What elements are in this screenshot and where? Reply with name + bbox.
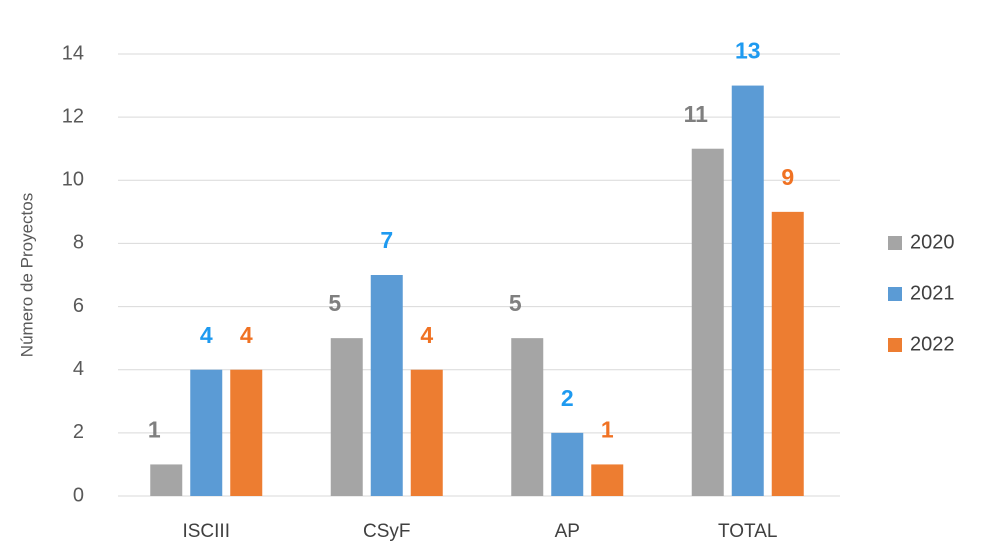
x-tick-label: TOTAL: [718, 521, 777, 542]
y-tick-label: 6: [73, 295, 84, 317]
data-label: 13: [735, 38, 761, 64]
legend-label: 2022: [910, 333, 955, 355]
data-label: 5: [328, 290, 341, 316]
legend-swatch: [888, 338, 902, 352]
y-tick-label: 4: [73, 358, 84, 380]
y-tick-label: 2: [73, 421, 84, 443]
y-tick-label: 10: [62, 169, 84, 191]
bar: [370, 275, 403, 496]
y-axis-title: Número de Proyectos: [17, 193, 36, 357]
data-label: 1: [148, 417, 161, 443]
data-label: 7: [380, 227, 393, 253]
x-tick-label: ISCIII: [182, 521, 230, 542]
x-tick-label: AP: [555, 521, 580, 542]
bar: [190, 369, 223, 496]
data-label: 4: [420, 322, 433, 348]
y-tick-label: 14: [62, 42, 84, 64]
data-label: 9: [781, 164, 794, 190]
data-label: 4: [240, 322, 253, 348]
data-label: 11: [684, 101, 709, 127]
legend-swatch: [888, 236, 902, 250]
y-tick-label: 8: [73, 232, 84, 254]
bar: [230, 369, 263, 496]
bar: [410, 369, 443, 496]
bar: [150, 464, 183, 496]
legend-label: 2020: [910, 231, 955, 253]
bar: [691, 148, 724, 496]
data-label: 5: [509, 290, 522, 316]
bar: [511, 338, 544, 496]
bar: [551, 432, 584, 496]
data-label: 1: [601, 417, 614, 443]
legend-label: 2021: [910, 282, 955, 304]
x-tick-label: CSyF: [363, 521, 411, 542]
data-label: 2: [561, 385, 574, 411]
bar: [731, 85, 764, 497]
y-tick-label: 0: [73, 484, 84, 506]
legend-swatch: [888, 287, 902, 301]
y-tick-label: 12: [62, 105, 84, 127]
bar: [771, 211, 804, 496]
bar: [330, 338, 363, 496]
data-label: 4: [200, 322, 213, 348]
bar: [591, 464, 624, 496]
